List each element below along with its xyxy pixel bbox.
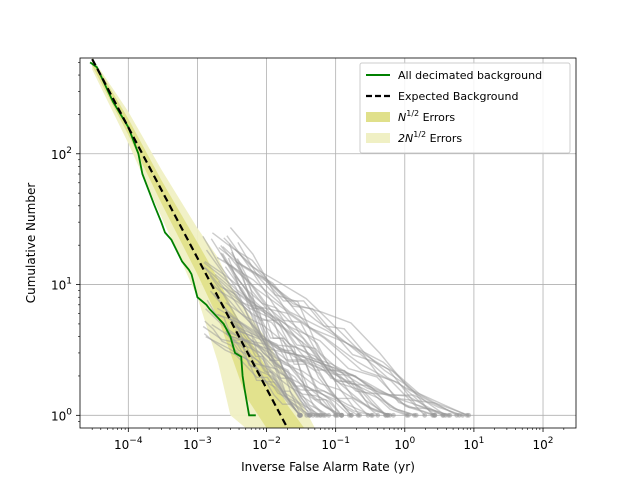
observed-line xyxy=(89,61,256,417)
sample-curve xyxy=(204,260,391,416)
sample-endpoint xyxy=(347,412,352,418)
sample-endpoint xyxy=(339,412,345,418)
expected-line xyxy=(91,58,289,429)
x-tick-label: 10−2 xyxy=(252,436,281,452)
sample-curve xyxy=(216,307,415,416)
sample-endpoint xyxy=(335,412,341,418)
sample-curve xyxy=(222,305,301,416)
band-1sigma xyxy=(92,58,305,428)
sample-curve xyxy=(203,333,321,416)
sample-endpoint xyxy=(304,412,310,418)
sample-endpoint xyxy=(370,412,375,418)
sample-curve xyxy=(234,248,468,416)
x-tick-label: 100 xyxy=(394,436,415,452)
sample-endpoint xyxy=(466,412,472,418)
sample-endpoint xyxy=(391,412,396,418)
x-axis: 10−4 10−3 10−2 10−1 100 101 102 xyxy=(91,428,565,452)
sample-curve xyxy=(217,280,350,416)
y-axis: 100 101 102 xyxy=(51,62,80,423)
sample-curve xyxy=(216,256,436,416)
legend-label: 2N1/2 Errors xyxy=(398,130,462,145)
legend: All decimated background Expected Backgro… xyxy=(359,62,571,154)
sample-endpoint xyxy=(357,412,362,418)
sample-endpoint xyxy=(447,412,453,418)
sample-endpoint xyxy=(430,412,436,418)
sample-curve xyxy=(222,246,446,416)
x-tick-label: 10−1 xyxy=(321,436,350,452)
sample-curve xyxy=(237,242,361,416)
series-lines xyxy=(89,58,289,429)
x-tick-label: 10−3 xyxy=(183,436,212,452)
sample-endpoint xyxy=(460,412,465,418)
sample-endpoint xyxy=(317,412,323,418)
sample-curve xyxy=(211,232,434,416)
background-samples xyxy=(202,227,472,418)
sample-curve xyxy=(235,260,458,416)
sample-endpoint xyxy=(297,412,302,418)
sample-endpoint xyxy=(443,412,448,418)
x-tick-label: 101 xyxy=(463,436,484,452)
legend-label: Expected Background xyxy=(398,90,518,103)
axes-frame xyxy=(79,57,577,429)
legend-label: N1/2 Errors xyxy=(398,109,455,124)
x-axis-label: Inverse False Alarm Rate (yr) xyxy=(241,460,415,474)
y-axis-label: Cumulative Number xyxy=(24,183,38,304)
x-tick-label: 102 xyxy=(533,436,554,452)
y-tick-label: 102 xyxy=(51,146,72,162)
x-tick-label: 10−4 xyxy=(114,436,143,452)
sample-curve xyxy=(225,330,451,416)
sample-endpoint xyxy=(307,412,313,418)
sample-curve xyxy=(234,275,386,416)
sample-curve xyxy=(222,259,426,416)
legend-frame xyxy=(359,62,571,154)
sample-endpoint xyxy=(422,412,428,418)
sample-endpoint xyxy=(322,412,328,418)
sample-curve xyxy=(203,266,352,416)
legend-label: All decimated background xyxy=(398,69,542,82)
legend-swatch-band xyxy=(366,112,390,122)
legend-swatch-band xyxy=(366,133,390,143)
sample-endpoint xyxy=(326,412,332,418)
sample-endpoint xyxy=(375,412,381,418)
sample-endpoint xyxy=(412,412,417,418)
y-tick-label: 100 xyxy=(51,407,72,423)
sample-curve xyxy=(230,264,389,416)
sample-endpoint xyxy=(385,412,391,418)
sample-curve xyxy=(211,323,394,416)
sample-curve xyxy=(226,333,308,416)
y-tick-label: 101 xyxy=(51,277,72,293)
